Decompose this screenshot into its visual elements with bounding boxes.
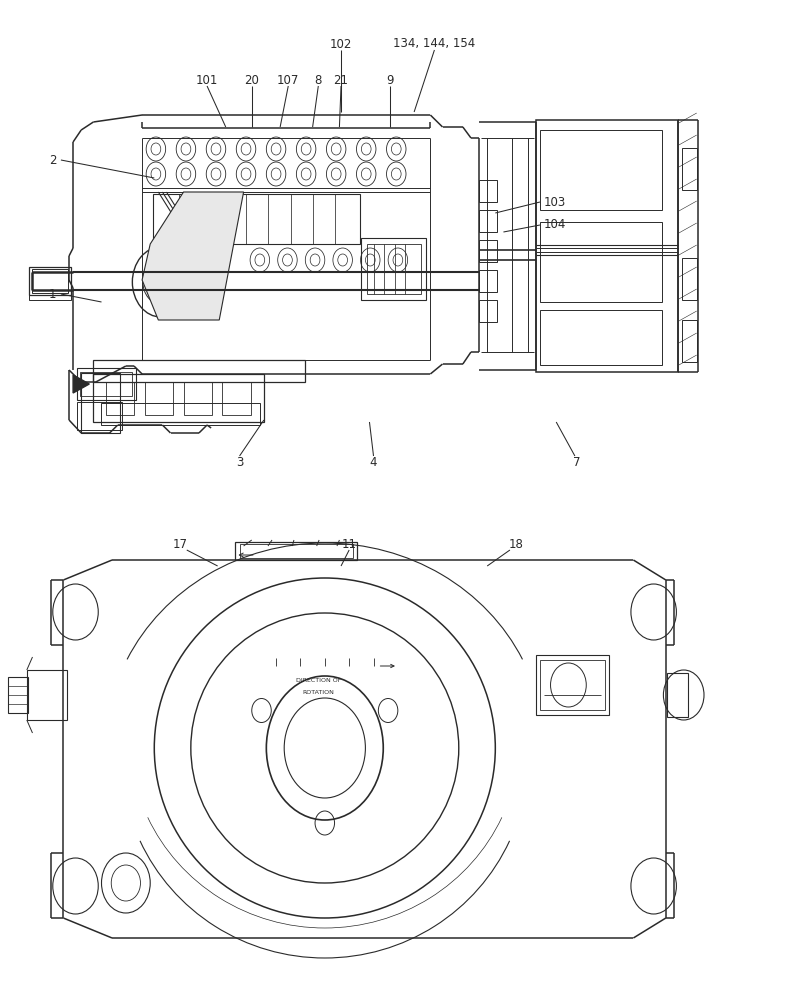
Bar [80,372,132,396]
Text: 11: 11 [341,538,356,552]
Bar [29,295,71,300]
Bar [93,374,264,422]
Bar [681,320,696,362]
Bar [77,368,135,400]
Bar [478,300,496,322]
Bar [235,542,357,560]
Text: 134, 144, 154: 134, 144, 154 [393,37,475,50]
Bar [478,180,496,202]
Text: 20: 20 [244,74,259,87]
Text: ROTATION: ROTATION [302,690,334,696]
Bar [361,238,426,300]
Polygon shape [142,192,243,320]
Text: 8: 8 [314,74,322,87]
Bar [105,382,134,415]
Text: 101: 101 [195,74,218,87]
Text: 3: 3 [235,456,243,468]
Text: 21: 21 [333,74,348,87]
Bar [478,210,496,232]
Bar [183,382,212,415]
Bar [667,673,687,717]
Bar [93,360,304,382]
Bar [535,655,608,715]
Bar [539,130,661,210]
Text: 104: 104 [543,219,566,232]
Text: 4: 4 [369,456,377,468]
Bar [367,244,420,294]
Text: 1: 1 [49,288,57,300]
Bar [539,660,604,710]
Text: 103: 103 [543,196,565,209]
Text: 9: 9 [385,74,393,87]
Bar [681,258,696,300]
Text: DIRECTION OF: DIRECTION OF [295,678,341,682]
Bar [29,267,71,295]
Polygon shape [73,375,89,393]
Bar [32,269,68,293]
Bar [81,373,120,433]
Bar [101,403,260,425]
Bar [144,382,173,415]
Bar [478,270,496,292]
Bar [239,544,353,558]
Text: 107: 107 [277,74,299,87]
Bar [8,677,28,713]
Text: 2: 2 [49,153,57,166]
Bar [539,222,661,302]
Text: 7: 7 [572,456,580,468]
Bar [539,310,661,365]
Text: 17: 17 [173,538,187,552]
Bar [27,670,67,720]
Text: 102: 102 [329,37,352,50]
Bar [535,120,677,372]
Bar [152,194,359,244]
Bar [77,402,122,430]
Text: 18: 18 [508,538,522,552]
Bar [222,382,251,415]
Bar [681,148,696,190]
Bar [478,240,496,262]
